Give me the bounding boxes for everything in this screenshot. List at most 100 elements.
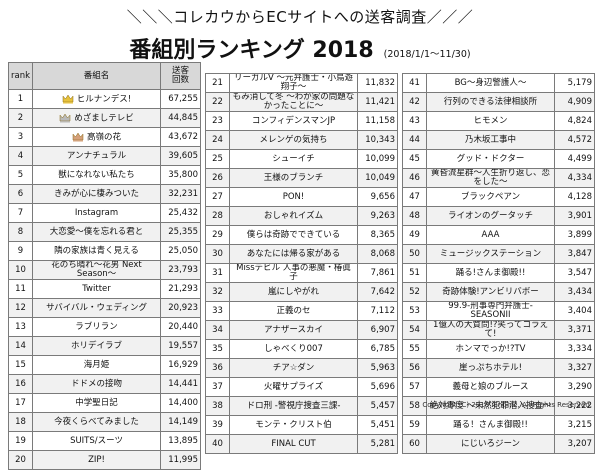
count-cell: 44,845: [160, 108, 202, 128]
count-cell: 11,158: [357, 111, 398, 131]
table-row: 14 ホリデイラブ 19,557: [7, 336, 202, 356]
rank-cell: 14: [7, 336, 34, 356]
program-name-cell: 義母と娘のブルース: [426, 377, 555, 397]
count-cell: 3,290: [554, 377, 595, 397]
count-cell: 10,099: [357, 149, 398, 169]
program-name: PON!: [282, 191, 305, 202]
program-name-cell: リーガルV ～元弁護士・小鳥遊翔子～: [229, 73, 358, 93]
program-name: Twitter: [82, 283, 111, 294]
table-row: 9 隣の家族は青く見える 25,050: [7, 241, 202, 261]
program-name: 黄昏流星群～人生折り返し、恋をした～: [430, 168, 550, 187]
rank-cell: 22: [205, 92, 230, 112]
table-row: 10 花のち晴れ～花男 Next Season～ 23,793: [7, 260, 202, 280]
program-name-cell: 黄昏流星群～人生折り返し、恋をした～: [426, 168, 555, 188]
program-name: Instagram: [74, 207, 119, 218]
rank-cell: 48: [402, 206, 427, 226]
program-name-cell: ライオンのグータッチ: [426, 206, 555, 226]
table-row: 3 高嶺の花 43,672: [7, 127, 202, 147]
program-name-cell: きみが心に棲みついた: [32, 184, 162, 204]
ranking-table-1: rank 番組名 送客 回数 1 ヒルナンデス! 67,255 2 めざましテレビ 44,845…: [7, 62, 202, 470]
program-name: しゃべくり007: [264, 343, 323, 354]
table-row: 29 僕らは奇跡でできている 8,365: [205, 225, 398, 245]
rank-cell: 47: [402, 187, 427, 207]
rank-cell: 44: [402, 130, 427, 150]
program-name: 花のち晴れ～花男 Next Season～: [51, 260, 142, 279]
count-cell: 19,557: [160, 336, 202, 356]
count-cell: 3,207: [554, 434, 595, 454]
count-cell: 3,847: [554, 244, 595, 264]
program-name: ホンマでっか!?TV: [455, 343, 526, 354]
program-name-cell: アンナチュラル: [32, 146, 162, 166]
program-name-cell: PON!: [229, 187, 358, 207]
program-name-cell: シューイチ: [229, 149, 358, 169]
rank-cell: 7: [7, 203, 34, 223]
table-row: 40 FINAL CUT 5,281: [205, 434, 398, 454]
count-cell: 4,572: [554, 130, 595, 150]
count-cell: 4,909: [554, 92, 595, 112]
program-name-cell: ドロ刑 -警視庁捜査三課-: [229, 396, 358, 416]
rank-cell: 35: [205, 339, 230, 359]
program-name-cell: おしゃれイズム: [229, 206, 358, 226]
program-name: もみ消して冬 ～わが家の問題なかったことに～: [232, 92, 355, 111]
table-row: 23 コンフィデンスマンJP 11,158: [205, 111, 398, 131]
table-row: 49 AAA 3,899: [402, 225, 595, 245]
table-row: 51 踊る!さんま御殿!! 3,547: [402, 263, 595, 283]
count-cell: 20,923: [160, 298, 202, 318]
table-row: 18 今夜くらべてみました 14,149: [7, 412, 202, 432]
table-row: 55 ホンマでっか!?TV 3,334: [402, 339, 595, 359]
program-name-cell: 花のち晴れ～花男 Next Season～: [32, 260, 162, 280]
rank-cell: 11: [7, 279, 34, 299]
program-name: アンナチュラル: [66, 150, 127, 161]
count-cell: 23,793: [160, 260, 202, 280]
table-row: 26 王様のブランチ 10,049: [205, 168, 398, 188]
program-name-cell: モンテ・クリスト伯: [229, 415, 358, 435]
table-row: 46 黄昏流星群～人生折り返し、恋をした～ 4,334: [402, 168, 595, 188]
program-name-cell: 僕らは奇跡でできている: [229, 225, 358, 245]
silver-crown-icon: [60, 113, 71, 123]
rank-cell: 2: [7, 108, 34, 128]
rank-cell: 40: [205, 434, 230, 454]
table-row: 33 正義のセ 7,112: [205, 301, 398, 321]
program-name: 正義のセ: [276, 305, 311, 316]
count-cell: 4,334: [554, 168, 595, 188]
table-row: 48 ライオンのグータッチ 3,901: [402, 206, 595, 226]
count-cell: 5,179: [554, 73, 595, 93]
program-name: Missデビル 人事の悪魔・椿眞子: [236, 263, 351, 282]
program-name-cell: BG～身辺警護人～: [426, 73, 555, 93]
program-name: SUITS/スーツ: [70, 435, 123, 446]
program-name-cell: 火曜サプライズ: [229, 377, 358, 397]
program-name: 踊る！さんま御殿!!: [453, 419, 528, 430]
table-row: 54 1億人の大質問!?笑ってコラえて! 3,371: [402, 320, 595, 340]
count-cell: 6,907: [357, 320, 398, 340]
count-cell: 25,432: [160, 203, 202, 223]
program-name-cell: 行列のできる法律相談所: [426, 92, 555, 112]
rank-cell: 21: [205, 73, 230, 93]
program-name-cell: 大恋愛～僕を忘れる君と: [32, 222, 162, 242]
count-cell: 3,434: [554, 282, 595, 302]
rank-cell: 36: [205, 358, 230, 378]
program-name-cell: チア☆ダン: [229, 358, 358, 378]
program-name-cell: 隣の家族は青く見える: [32, 241, 162, 261]
rank-cell: 42: [402, 92, 427, 112]
program-name-cell: めざましテレビ: [32, 108, 162, 128]
page-title: 番組別ランキング 2018: [129, 38, 374, 63]
program-name: モンテ・クリスト伯: [255, 419, 332, 430]
table-row: 5 獣になれない私たち 35,800: [7, 165, 202, 185]
table-row: 45 グッド・ドクター 4,499: [402, 149, 595, 169]
title-row: 番組別ランキング 2018 (2018/1/1～11/30): [0, 32, 600, 64]
rank-cell: 34: [205, 320, 230, 340]
count-cell: 21,293: [160, 279, 202, 299]
program-name: 行列のできる法律相談所: [443, 96, 538, 107]
rank-cell: 43: [402, 111, 427, 131]
program-name-cell: 絶対零度 ～未然犯罪潜入捜査～: [426, 396, 555, 416]
rank-cell: 45: [402, 149, 427, 169]
rank-cell: 31: [205, 263, 230, 283]
program-name-cell: 海月姫: [32, 355, 162, 375]
count-cell: 8,365: [357, 225, 398, 245]
program-name: 僕らは奇跡でできている: [246, 229, 341, 240]
program-name: 今夜くらべてみました: [54, 416, 139, 427]
count-cell: 3,371: [554, 320, 595, 340]
program-name: リーガルV ～元弁護士・小鳥遊翔子～: [233, 73, 354, 92]
program-name-cell: Missデビル 人事の悪魔・椿眞子: [229, 263, 358, 283]
program-name-cell: 踊る!さんま御殿!!: [426, 263, 555, 283]
